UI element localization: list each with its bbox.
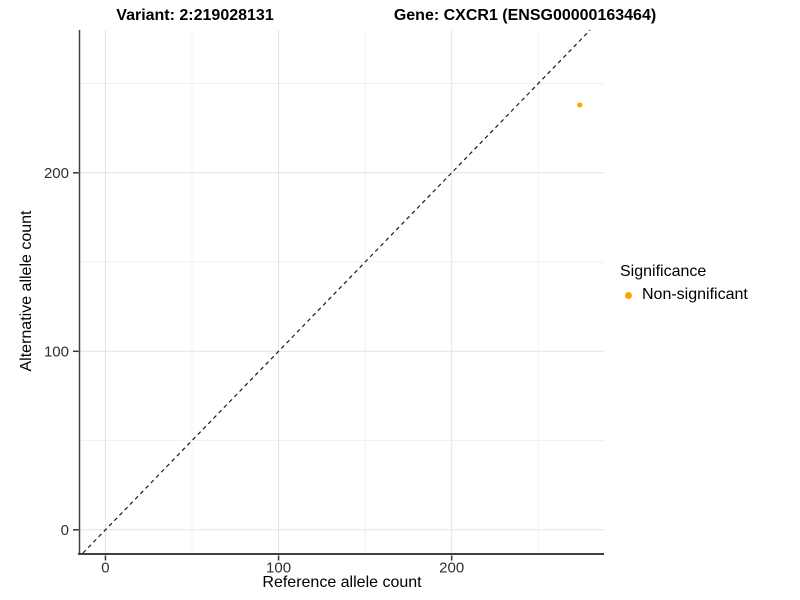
x-axis-title: Reference allele count [262, 574, 422, 591]
legend-item-label: Non-significant [642, 286, 748, 303]
y-tick-label: 100 [44, 344, 69, 361]
y-tick-label: 0 [61, 522, 69, 539]
x-tick-label: 100 [266, 559, 291, 576]
legend-item: Non-significant [620, 286, 748, 304]
x-tick-label: 0 [101, 559, 109, 576]
legend-title: Significance [620, 263, 707, 280]
data-point [577, 102, 583, 108]
gene-title: Gene: CXCR1 (ENSG00000163464) [393, 7, 657, 24]
y-tick-label: 200 [44, 165, 69, 182]
variant-title: Variant: 2:219028131 [116, 7, 274, 24]
x-tick-label: 200 [439, 559, 464, 576]
legend: Significance Non-significant [620, 263, 748, 304]
identity-line [82, 29, 591, 554]
plot-panel [79, 30, 604, 553]
legend-key [620, 287, 637, 304]
legend-marker-icon [625, 291, 632, 299]
y-axis-title: Alternative allele count [18, 210, 35, 372]
